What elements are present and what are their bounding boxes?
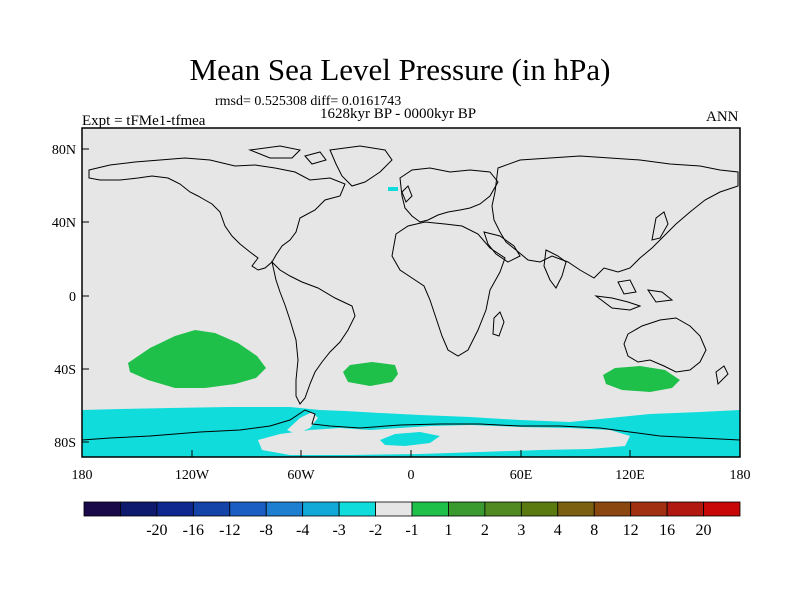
- colorbar-tick-label: 2: [481, 522, 489, 539]
- season-label: ANN: [706, 109, 739, 125]
- europe-coast: [399, 167, 499, 223]
- colorbar-swatch: [120, 501, 158, 517]
- antarctic-peninsula: [287, 412, 318, 434]
- lat-label-80s: 80S: [54, 436, 76, 451]
- colorbar-swatch: [703, 501, 741, 517]
- antarctica-coast: [81, 409, 741, 441]
- colorbar-tick-label: 4: [554, 522, 562, 539]
- indian-ocean-positive-anomaly: [603, 366, 680, 392]
- arctic-islands: [248, 145, 327, 165]
- colorbar-swatch: [448, 501, 486, 517]
- colorbar-tick-label: -16: [183, 522, 204, 539]
- colorbar-tick-label: -4: [296, 522, 309, 539]
- greenland-coast: [329, 145, 393, 187]
- south-atlantic-positive-anomaly: [343, 362, 398, 386]
- colorbar-tick-label: -3: [332, 522, 345, 539]
- experiment-label: Expt = tFMe1-tfmea: [82, 113, 206, 129]
- lon-label-120e: 120E: [615, 468, 645, 483]
- colorbar-tick-label: -12: [219, 522, 240, 539]
- colorbar-swatch: [630, 501, 668, 517]
- map-background: [82, 128, 740, 457]
- antarctica-interior: [258, 425, 630, 455]
- lat-label-80n: 80N: [52, 143, 76, 158]
- lon-label-180e: 180: [730, 468, 751, 483]
- colorbar-tick-label: -8: [260, 522, 273, 539]
- colorbar-tick-label: 8: [590, 522, 598, 539]
- south-america-coast: [271, 260, 356, 405]
- colorbar-swatch: [229, 501, 267, 517]
- lon-label-60w: 60W: [287, 468, 315, 483]
- lat-label-0: 0: [69, 290, 76, 305]
- colorbar-tick-label: -1: [405, 522, 418, 539]
- colorbar-tick-label: 3: [517, 522, 525, 539]
- colorbar: [83, 501, 741, 517]
- colorbar-swatch: [375, 501, 413, 517]
- lon-label-180w: 180: [72, 468, 93, 483]
- colorbar-labels: -20 -16 -12 -8 -4 -3 -2 -1 1 2 3 4 8 12 16 20: [146, 522, 711, 539]
- colorbar-swatch: [411, 501, 449, 517]
- map-title: Mean Sea Level Pressure (in hPa): [189, 52, 611, 87]
- colorbar-swatch: [520, 501, 559, 517]
- antarctica-inlet: [380, 432, 440, 446]
- india-coast: [543, 249, 567, 289]
- lon-label-0: 0: [408, 468, 415, 483]
- lon-label-60e: 60E: [510, 468, 533, 483]
- lat-label-40s: 40S: [54, 363, 76, 378]
- lat-label-40n: 40N: [52, 216, 76, 231]
- colorbar-swatch: [265, 501, 304, 517]
- colorbar-tick-label: 12: [623, 522, 639, 539]
- colorbar-swatch: [83, 501, 121, 517]
- british-isles-coast: [401, 185, 413, 203]
- latitude-axis: 80N 40N 0 40S 80S: [52, 143, 89, 451]
- colorbar-tick-label: 20: [696, 522, 712, 539]
- japan-coast: [651, 211, 669, 241]
- colorbar-tick-label: -2: [369, 522, 382, 539]
- colorbar-swatch: [593, 501, 632, 517]
- madagascar-coast: [492, 311, 505, 337]
- south-pacific-positive-anomaly: [128, 330, 266, 388]
- colorbar-tick-label: -20: [146, 522, 167, 539]
- colorbar-swatch: [484, 501, 522, 517]
- lon-label-120w: 120W: [175, 468, 210, 483]
- colorbar-swatch: [192, 501, 231, 517]
- colorbar-swatch: [557, 501, 595, 517]
- colorbar-swatch: [302, 501, 340, 517]
- colorbar-swatch: [156, 501, 194, 517]
- indonesia-coast: [594, 279, 674, 311]
- north-atlantic-negative-patch: [388, 187, 398, 191]
- colorbar-tick-label: 1: [444, 522, 452, 539]
- colorbar-tick-label: 16: [659, 522, 675, 539]
- australia-coast: [623, 317, 707, 373]
- colorbar-swatch: [666, 501, 704, 517]
- coastlines: [81, 145, 741, 441]
- stats-subtitle: rmsd= 0.525308 diff= 0.0161743: [215, 94, 402, 109]
- period-label: 1628kyr BP - 0000kyr BP: [320, 106, 477, 122]
- arabia-coast: [483, 231, 521, 263]
- colorbar-swatch: [338, 501, 376, 517]
- new-zealand-coast: [715, 365, 729, 386]
- asia-coast: [491, 155, 739, 279]
- africa-coast: [391, 221, 506, 357]
- longitude-axis: 180 120W 60W 0 60E 120E 180: [72, 450, 751, 483]
